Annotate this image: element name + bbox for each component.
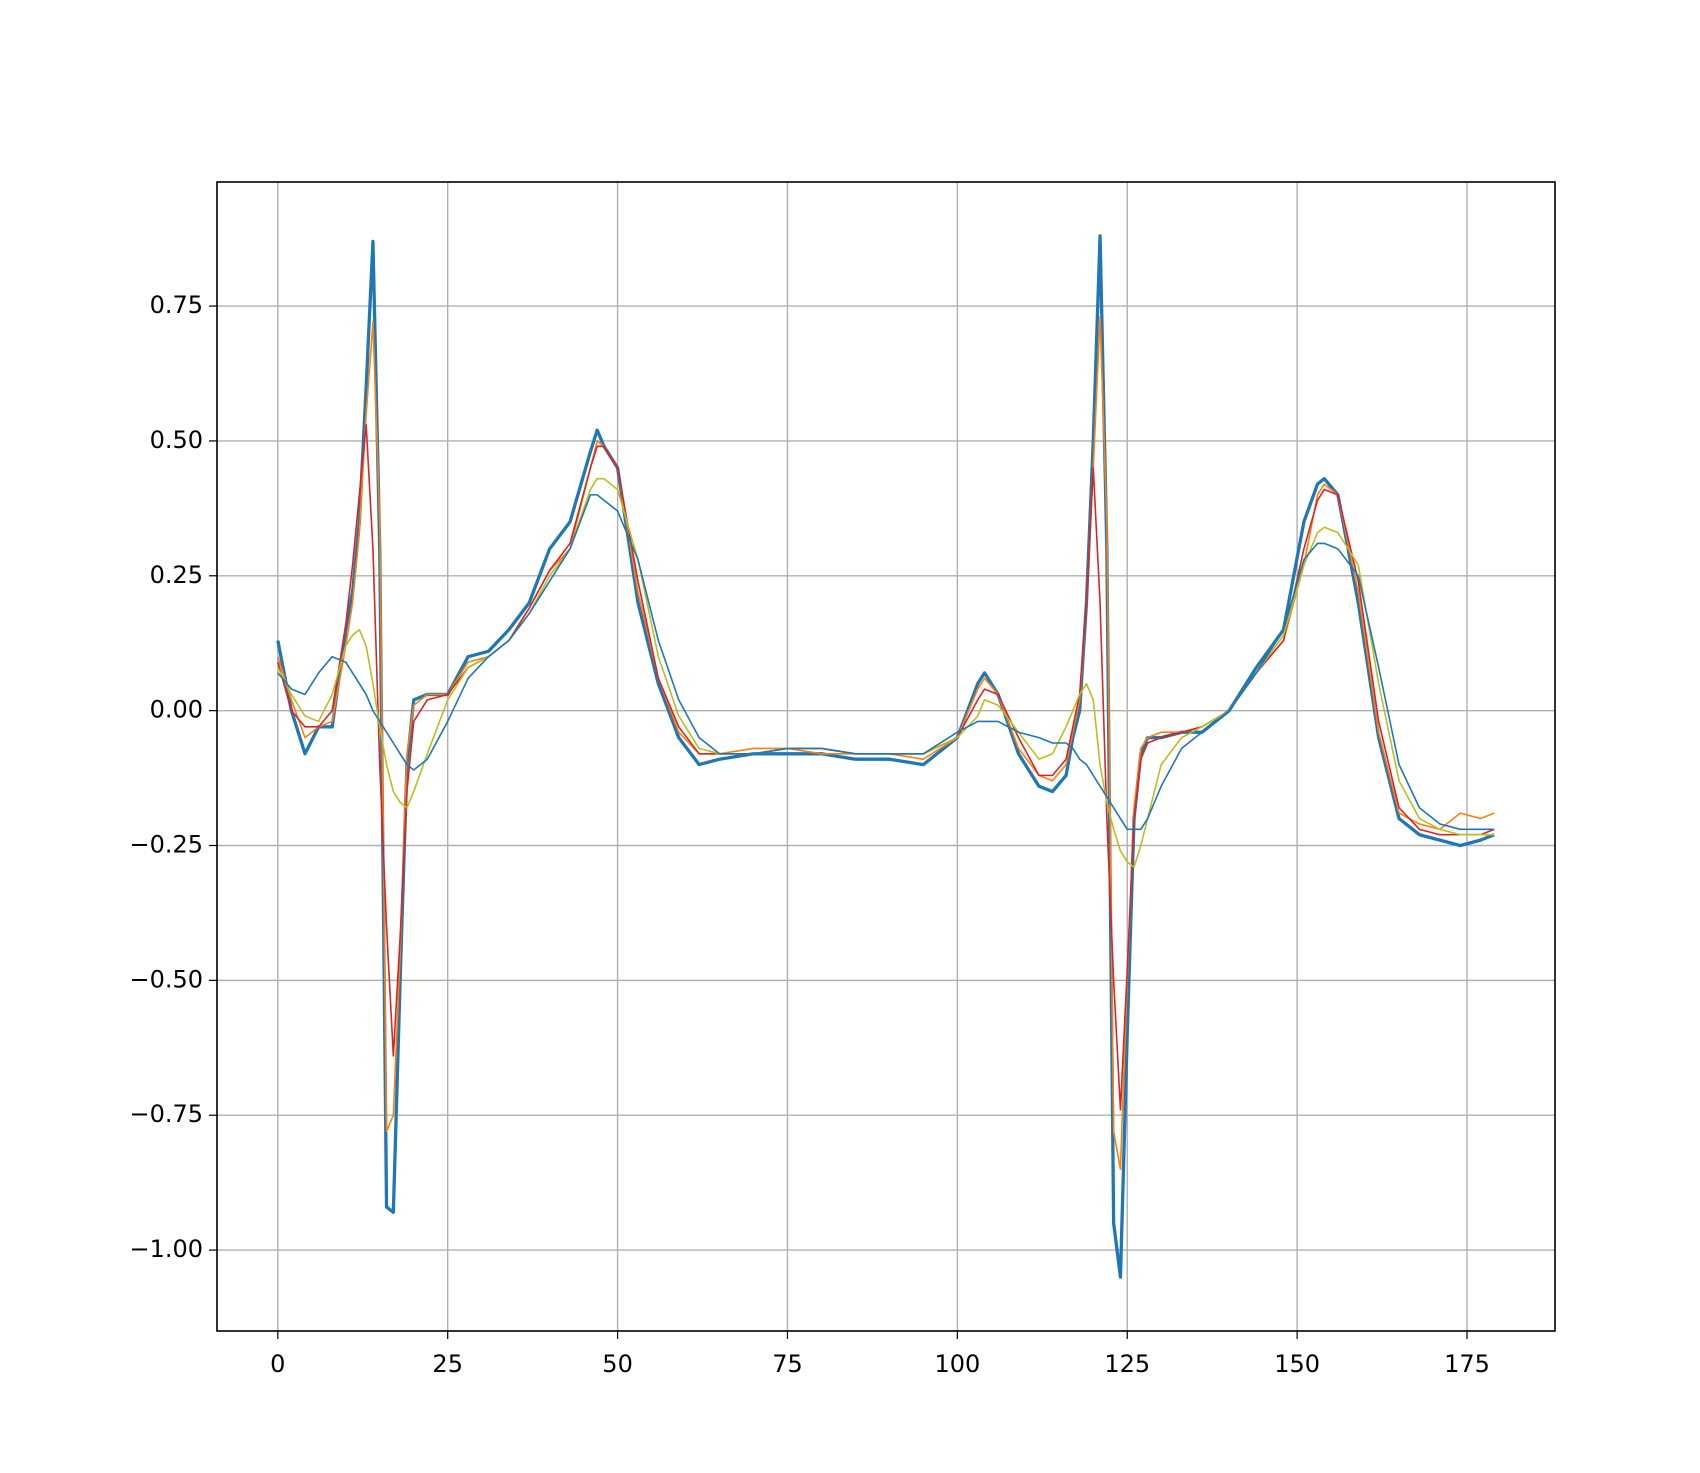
ticks: 0 25 50 75 100 125 150 175 −1.00 −0.75 −0.50 −0.25 0… [129,291,1489,1378]
x-tick-label: 50 [602,1350,633,1378]
grid [217,182,1555,1331]
series-line [277,494,1495,831]
x-tick-label: 0 [270,1350,285,1378]
y-tick-label: 0.00 [150,696,203,724]
y-tick-label: 0.50 [150,426,203,454]
y-tick-label: −0.25 [129,831,203,859]
x-tick-label: 125 [1104,1350,1150,1378]
x-tick-label: 175 [1444,1350,1490,1378]
x-tick-label: 75 [772,1350,803,1378]
x-tick-label: 100 [934,1350,980,1378]
y-tick-label: −0.50 [129,965,203,993]
axes-frame [216,181,1556,1332]
y-tick-label: −1.00 [129,1235,203,1263]
lines [276,234,1495,1279]
y-tick-label: 0.75 [150,291,203,319]
y-tick-label: −0.75 [129,1100,203,1128]
x-tick-label: 25 [432,1350,463,1378]
x-tick-label: 150 [1274,1350,1320,1378]
y-tick-label: 0.25 [150,561,203,589]
series-line [276,234,1495,1279]
